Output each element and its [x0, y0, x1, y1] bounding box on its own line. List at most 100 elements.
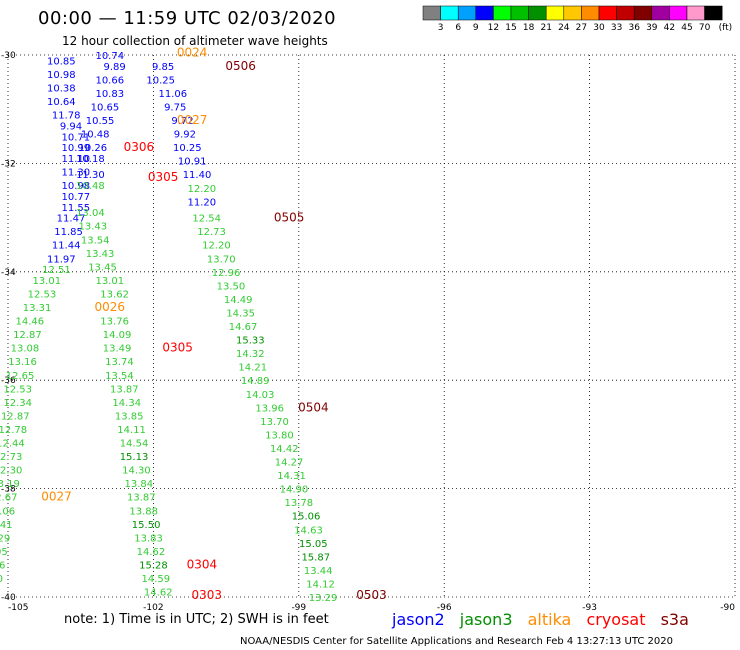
swh-point: 10.18	[76, 154, 105, 165]
swh-point: 13.06	[0, 506, 15, 517]
swh-point: 11.10	[62, 154, 91, 165]
swh-point: 15.13	[120, 452, 149, 463]
wave-height-points: 10.8510.9810.3810.6411.789.9410.7110.991…	[0, 51, 337, 604]
swh-point: 14.35	[226, 308, 255, 319]
swh-point: 9.94	[60, 121, 82, 132]
swh-point: 13.06	[0, 560, 5, 571]
swh-point: 15.06	[292, 512, 321, 523]
swh-point: 15.50	[132, 520, 161, 531]
colorbar-swatch	[616, 5, 635, 21]
colorbar-swatch	[422, 5, 441, 21]
swh-point: 12.53	[3, 384, 32, 395]
note-text: note: 1) Time is in UTC; 2) SWH is in fe…	[64, 612, 329, 627]
swh-point: 13.01	[95, 276, 124, 287]
swh-point: 14.49	[224, 295, 253, 306]
colorbar-swatch	[704, 5, 723, 21]
swh-point: 12.34	[3, 398, 32, 409]
swh-point: 14.30	[122, 466, 151, 477]
x-tick-label: -93	[582, 603, 597, 613]
swh-point: 12.44	[0, 439, 25, 450]
swh-point: 10.25	[173, 143, 202, 154]
swh-point: 13.80	[265, 430, 294, 441]
pass-time-label: 0306	[124, 140, 155, 154]
swh-point: 13.87	[110, 384, 139, 395]
colorbar-swatch	[475, 5, 494, 21]
x-tick-label: -105	[8, 603, 28, 613]
swh-point: 14.54	[120, 439, 149, 450]
swh-point: 15.05	[299, 539, 328, 550]
swh-point: 13.76	[100, 317, 129, 328]
swh-point: 13.49	[103, 344, 132, 355]
swh-point: 10.77	[62, 192, 91, 203]
colorbar-label: 42	[664, 23, 675, 33]
pass-time-label: 0503	[356, 588, 387, 602]
swh-point: 10.74	[95, 51, 124, 62]
pass-time-labels: 0024 0506 0027 0306 0305 0505 0026 0305 0504 0027…	[41, 45, 387, 602]
swh-point: 14.32	[236, 349, 265, 360]
swh-point: 9.75	[164, 102, 186, 113]
x-tick-label: -99	[291, 603, 306, 613]
swh-point: 12.54	[192, 214, 221, 225]
swh-point: 13.85	[115, 411, 144, 422]
colorbar-swatch	[563, 5, 582, 21]
swh-point: 11.30	[62, 168, 91, 179]
swh-point: 13.74	[105, 357, 134, 368]
swh-point: 13.29	[309, 593, 338, 604]
swh-point: 14.62	[144, 588, 173, 599]
swh-point: 13.50	[217, 281, 246, 292]
swh-point: 12.78	[0, 425, 27, 436]
swh-point: 14.90	[280, 485, 309, 496]
swh-point: 13.54	[105, 371, 134, 382]
colorbar-swatch	[528, 5, 547, 21]
colorbar-label: 6	[455, 23, 461, 33]
swh-point: 10.26	[78, 143, 107, 154]
swh-point: 10.71	[62, 132, 91, 143]
pass-time-label: 0304	[187, 557, 218, 571]
swh-point: 12.96	[212, 268, 241, 279]
swh-point: 11.85	[54, 227, 83, 238]
legend-altika: altika	[527, 610, 572, 629]
colorbar-swatch	[545, 5, 565, 21]
swh-point: 11.55	[62, 203, 91, 214]
colorbar-label: 21	[540, 23, 551, 33]
swh-point: 11.40	[183, 170, 212, 181]
swh-point: 13.83	[134, 533, 163, 544]
swh-point: 10.85	[47, 56, 76, 67]
x-tick-label: -96	[437, 603, 452, 613]
colorbar-label: 70	[699, 23, 711, 33]
swh-point: 14.09	[103, 330, 132, 341]
y-tick-label: -40	[1, 593, 16, 603]
colorbar-swatch	[510, 5, 529, 21]
swh-point: 12.67	[0, 493, 17, 504]
swh-point: 13.08	[11, 344, 40, 355]
colorbar-swatch	[440, 5, 459, 21]
swh-point: 10.64	[47, 97, 76, 108]
y-tick-label: -34	[1, 268, 16, 278]
swh-point: 9.72	[171, 116, 193, 127]
swh-point: 12.87	[13, 330, 42, 341]
swh-point: 12.41	[0, 520, 13, 531]
y-tick-label: -30	[1, 51, 16, 61]
footer-credit: NOAA/NESDIS Center for Satellite Applica…	[240, 636, 673, 647]
swh-point: 14.62	[137, 547, 166, 558]
pass-time-label: 0505	[274, 211, 305, 225]
swh-point: 9.85	[152, 62, 174, 73]
swh-point: 13.44	[304, 566, 333, 577]
colorbar-swatch	[457, 5, 477, 21]
colorbar-unit: (ft)	[719, 23, 733, 33]
colorbar-swatch	[669, 5, 688, 21]
y-tick-label: -38	[1, 485, 16, 495]
pass-time-label: 0303	[191, 588, 222, 602]
legend-jason2: jason2	[392, 610, 445, 629]
swh-point: 13.31	[23, 303, 52, 314]
swh-point: 14.89	[241, 376, 270, 387]
swh-point: 11.44	[52, 241, 81, 252]
pass-time-label: 0027	[177, 113, 208, 127]
swh-point: 10.25	[146, 75, 175, 86]
swh-point: 13.84	[125, 479, 154, 490]
swh-point: 14.21	[238, 363, 267, 374]
pass-time-label: 0305	[162, 341, 193, 355]
swh-point: 13.43	[86, 249, 115, 260]
swh-point: 13.05	[0, 547, 8, 558]
swh-point: 14.27	[275, 458, 304, 469]
